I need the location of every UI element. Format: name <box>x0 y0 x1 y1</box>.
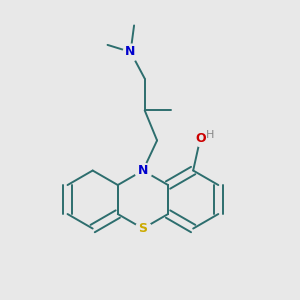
Text: S: S <box>138 222 147 235</box>
Text: O: O <box>195 132 206 145</box>
Text: H: H <box>206 130 214 140</box>
Text: N: N <box>125 46 136 59</box>
Text: N: N <box>138 164 148 177</box>
